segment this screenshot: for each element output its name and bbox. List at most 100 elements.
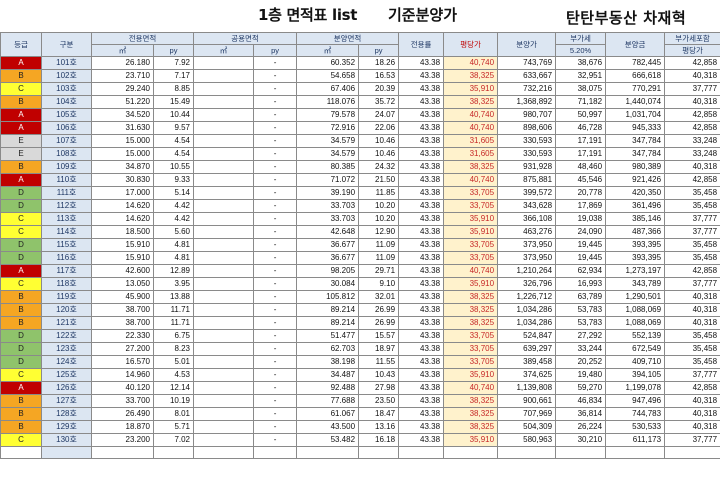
row-sale-price: 374,625: [497, 368, 557, 382]
row-grade: B: [0, 290, 42, 304]
row-common-py: -: [253, 264, 298, 278]
row-price-per-py: 33,705: [443, 186, 499, 200]
row-sale-price: 633,667: [497, 69, 557, 83]
row-unit: 122호: [41, 329, 92, 343]
row-unit: 124호: [41, 355, 92, 369]
row-price-per-py: 31,605: [443, 134, 499, 148]
table-row: D 115호 15.910 4.81 -36.677 11.09 43.38 33,705 37…: [0, 238, 720, 252]
row-sale-total: 1,273,197: [605, 264, 666, 278]
row-vat: 45,546: [555, 173, 607, 187]
row-sale-total: 770,291: [605, 82, 666, 96]
row-grade: A: [0, 56, 42, 70]
row-sale-price: 980,707: [497, 108, 557, 122]
title-bar: 1층 면적표 list 기준분양가 탄탄부동산 차재혁: [0, 0, 720, 30]
row-common-py: -: [253, 225, 298, 239]
row-sale-total: 611,173: [605, 433, 666, 447]
row-unit: 113호: [41, 212, 92, 226]
row-vat-incl: 33,248: [664, 134, 720, 148]
row-sale-total: 347,784: [605, 147, 666, 161]
row-common-py: -: [253, 290, 298, 304]
row-sale-price: 504,309: [497, 420, 557, 434]
row-ex-py: 13.88: [152, 290, 195, 304]
row-grade: B: [0, 303, 42, 317]
row-sale-total: 1,088,069: [605, 303, 666, 317]
row-vat: 63,789: [555, 290, 607, 304]
row-vat-incl: 42,858: [664, 56, 720, 70]
row-sale-price: 898,606: [497, 121, 557, 135]
row-vat-incl: 40,318: [664, 316, 720, 330]
row-common-py: -: [253, 147, 298, 161]
row-unit: 103호: [41, 82, 92, 96]
row-sale-price: 1,226,712: [497, 290, 557, 304]
row-ex-m2-empty: [91, 446, 154, 459]
row-sale-py: 35.72: [358, 95, 400, 109]
row-grade: D: [0, 199, 42, 213]
row-ex-m2: 40.120: [91, 381, 154, 395]
row-sale-m2: 51.477: [296, 329, 360, 343]
row-common-m2: [193, 433, 255, 447]
col-vat-rate: 5.20%: [555, 44, 607, 57]
row-sale-price: 330,593: [497, 134, 557, 148]
row-grade: B: [0, 407, 42, 421]
row-vat: 17,191: [555, 147, 607, 161]
row-ratio: 43.38: [398, 355, 445, 369]
col-vat-incl-py: 평당가: [664, 44, 720, 57]
row-sale-price: 707,969: [497, 407, 557, 421]
row-sale-m2: 53.482: [296, 433, 360, 447]
row-ex-py: 11.71: [152, 316, 195, 330]
row-unit: 115호: [41, 238, 92, 252]
row-common-py: -: [253, 407, 298, 421]
row-sale-m2: 79.578: [296, 108, 360, 122]
row-ex-py: 15.49: [152, 95, 195, 109]
row-sale-price-empty: [497, 446, 557, 459]
row-sale-price: 732,216: [497, 82, 557, 96]
row-vat: 20,252: [555, 355, 607, 369]
table-row: A 110호 30.830 9.33 -71.072 21.50 43.38 40,740 87…: [0, 173, 720, 187]
col-vat-incl: 부가세포함: [664, 32, 720, 45]
row-sale-py: 18.47: [358, 407, 400, 421]
row-sale-m2: 89.214: [296, 303, 360, 317]
row-sale-total: 530,533: [605, 420, 666, 434]
row-ratio: 43.38: [398, 316, 445, 330]
row-ex-m2: 29.240: [91, 82, 154, 96]
row-vat-incl: 37,777: [664, 433, 720, 447]
table-row: C 103호 29.240 8.85 -67.406 20.39 43.38 35,910 73…: [0, 82, 720, 96]
row-ex-m2: 38.700: [91, 303, 154, 317]
row-sale-m2: 77.688: [296, 394, 360, 408]
row-sale-py: 24.32: [358, 160, 400, 174]
table-row: C 113호 14.620 4.42 -33.703 10.20 43.38 35,910 36…: [0, 212, 720, 226]
row-unit: 117호: [41, 264, 92, 278]
row-ratio: 43.38: [398, 212, 445, 226]
row-vat: 17,869: [555, 199, 607, 213]
row-sale-py: 29.71: [358, 264, 400, 278]
row-sale-m2: 61.067: [296, 407, 360, 421]
row-ex-m2: 14.960: [91, 368, 154, 382]
row-ex-m2: 38.700: [91, 316, 154, 330]
row-ex-py: 12.89: [152, 264, 195, 278]
row-sale-py: 9.10: [358, 277, 400, 291]
author-label: 탄탄부동산 차재혁: [566, 9, 687, 27]
table-row: B 129호 18.870 5.71 -43.500 13.16 43.38 38,325 50…: [0, 420, 720, 434]
row-unit-empty: [41, 446, 92, 459]
row-common-m2: [193, 316, 255, 330]
row-sale-m2: 89.214: [296, 316, 360, 330]
row-common-m2: [193, 95, 255, 109]
row-sale-price: 399,572: [497, 186, 557, 200]
row-ex-py: 10.44: [152, 108, 195, 122]
row-unit: 109호: [41, 160, 92, 174]
row-common-py: -: [253, 121, 298, 135]
row-sale-price: 743,769: [497, 56, 557, 70]
row-common-py: -: [253, 238, 298, 252]
row-grade: D: [0, 186, 42, 200]
row-ex-m2: 51.220: [91, 95, 154, 109]
row-sale-total: 1,031,704: [605, 108, 666, 122]
row-ratio: 43.38: [398, 420, 445, 434]
row-ex-py: 3.95: [152, 277, 195, 291]
row-common-py: -: [253, 82, 298, 96]
row-sale-m2: 36.677: [296, 251, 360, 265]
row-ex-py: 8.23: [152, 342, 195, 356]
row-sale-m2: 62.703: [296, 342, 360, 356]
row-grade: A: [0, 381, 42, 395]
row-price-per-py: 40,740: [443, 381, 499, 395]
row-sale-py: 13.16: [358, 420, 400, 434]
